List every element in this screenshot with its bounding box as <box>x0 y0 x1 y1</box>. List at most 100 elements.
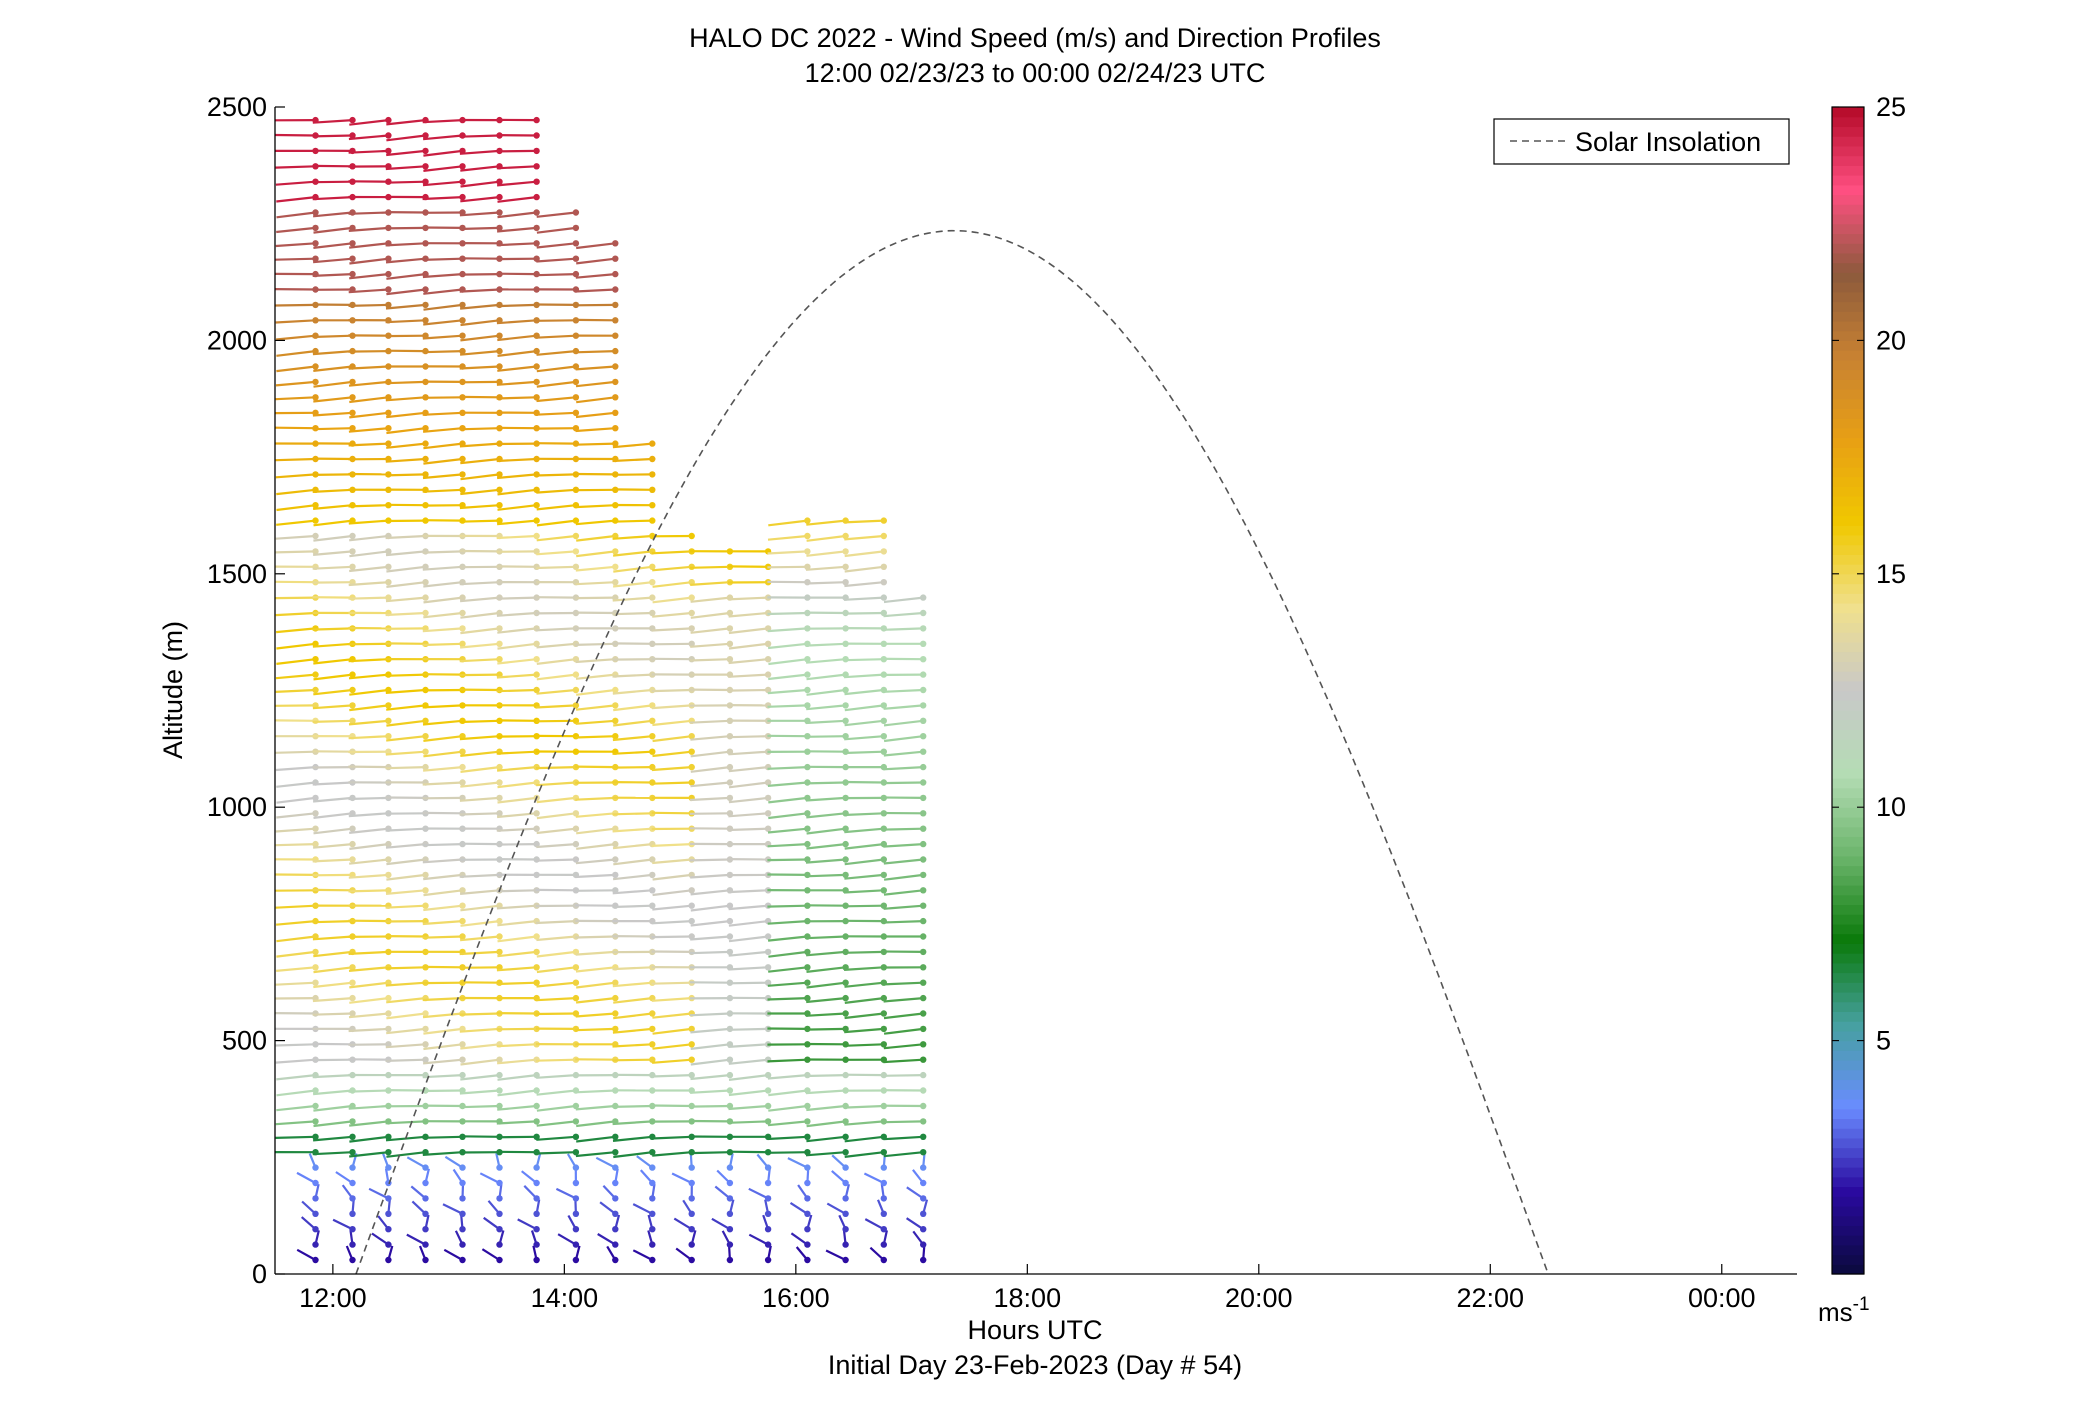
wind-barb-dot <box>349 840 356 848</box>
wind-barb-shaft <box>536 950 577 958</box>
wind-barb-dot <box>842 579 849 586</box>
wind-barb-shaft <box>690 596 731 603</box>
wind-barb-shaft <box>806 950 846 957</box>
wind-barb-dot <box>459 193 466 201</box>
wind-barb-dot <box>572 270 580 278</box>
wind-barb-shaft <box>728 935 769 943</box>
wind-barb-shaft <box>422 997 463 1002</box>
wind-barb-dot <box>572 255 580 262</box>
wind-barb-shaft <box>575 796 616 801</box>
wind-barb-dot <box>422 1010 429 1017</box>
wind-barb-shaft <box>612 966 653 971</box>
wind-barb-shaft <box>576 1120 616 1128</box>
wind-barb-shaft <box>496 889 537 893</box>
wind-barb-shaft <box>312 704 353 710</box>
wind-barb-dot <box>459 594 466 601</box>
wind-barb-shaft <box>312 119 353 124</box>
wind-barb-shaft <box>652 735 692 743</box>
wind-barb-shaft <box>348 303 389 307</box>
wind-barb-dot <box>649 1164 656 1171</box>
wind-barb-shaft <box>348 1027 389 1033</box>
wind-barb-shaft <box>443 1248 464 1261</box>
colorbar-segment <box>1832 379 1864 390</box>
colorbar-segment <box>1832 476 1864 487</box>
wind-barb-shaft <box>767 843 808 848</box>
wind-barb-shaft <box>767 766 808 770</box>
wind-barb-dot <box>804 563 811 570</box>
wind-barb-shaft <box>652 1043 692 1050</box>
wind-barb-shaft <box>690 1027 730 1034</box>
wind-barb-dot <box>842 1164 849 1171</box>
wind-barb-shaft <box>312 719 353 723</box>
wind-barb-dot <box>649 1149 656 1156</box>
x-tick-label: 18:00 <box>994 1283 1062 1313</box>
wind-barb-shaft <box>423 442 463 450</box>
wind-barb-dot <box>496 209 503 216</box>
wind-barb-dot <box>804 1195 811 1202</box>
wind-barb-dot <box>385 871 392 879</box>
wind-barb-shaft <box>883 1027 924 1035</box>
wind-barb-dot <box>349 702 356 709</box>
wind-barb-shaft <box>595 1156 616 1169</box>
wind-barb-shaft <box>459 1089 500 1095</box>
wind-barb-dot <box>612 347 619 355</box>
wind-barb-shaft <box>728 735 769 739</box>
x-tick-label: 00:00 <box>1688 1283 1756 1313</box>
wind-barb-dot <box>385 132 392 139</box>
wind-barb-shaft <box>385 889 426 895</box>
wind-barb-dot <box>764 1210 772 1218</box>
wind-barb-dot <box>804 1118 811 1125</box>
colorbar-frame <box>1831 106 1865 1275</box>
wind-barb-dot <box>726 1056 734 1063</box>
colorbar-segment <box>1832 466 1864 478</box>
wind-barb-dot <box>920 933 927 940</box>
colorbar-segment <box>1832 914 1864 925</box>
wind-barb-dot <box>459 902 466 909</box>
wind-barb-dot <box>459 1041 466 1048</box>
wind-barb-shaft <box>422 334 463 340</box>
wind-barb-dot <box>612 240 619 247</box>
wind-barb-dot <box>572 1226 580 1233</box>
wind-barb-dot <box>572 363 580 370</box>
y-tick-label: 2500 <box>207 92 267 122</box>
wind-barb-dot <box>349 270 356 278</box>
wind-barb-shaft <box>576 1135 616 1143</box>
wind-barb-shaft <box>276 350 316 357</box>
wind-barb-dot <box>533 1118 540 1125</box>
wind-barb-dot <box>422 132 429 139</box>
wind-barb-dot <box>533 686 540 694</box>
wind-barb-shaft <box>844 997 884 1004</box>
wind-barb-shaft <box>496 750 537 755</box>
y-tick-label: 1000 <box>207 792 267 822</box>
wind-barb-dot <box>842 548 849 555</box>
colorbar-segment <box>1832 1235 1864 1246</box>
colorbar-segment <box>1832 933 1864 944</box>
wind-barb-dot <box>920 717 927 724</box>
colorbar-segment <box>1832 447 1864 458</box>
wind-barb-shaft <box>728 1043 769 1048</box>
wind-barb-shaft <box>275 827 316 833</box>
wind-barb-dot <box>385 1256 392 1264</box>
wind-barb-dot <box>842 1133 849 1141</box>
wind-barb-shaft <box>497 350 537 357</box>
wind-barb-dot <box>385 286 392 293</box>
wind-barb-shaft <box>275 457 316 462</box>
wind-barb-shaft <box>843 658 884 662</box>
wind-barb-dot <box>422 301 429 309</box>
wind-barb-dot <box>804 548 811 555</box>
wind-barb-shaft <box>651 688 692 693</box>
wind-barb-shaft <box>690 904 731 912</box>
wind-barb-dot <box>649 440 656 447</box>
wind-barb-shaft <box>767 688 808 695</box>
wind-barb-shaft <box>612 534 653 540</box>
wind-barb-shaft <box>690 627 731 634</box>
wind-barb-dot <box>880 748 887 755</box>
wind-barb-dot <box>688 779 695 786</box>
wind-barb-shaft <box>728 1120 769 1124</box>
wind-barb-shaft <box>496 457 537 463</box>
wind-barb-shaft <box>422 473 463 480</box>
wind-barb-shaft <box>497 781 537 789</box>
wind-barb-shaft <box>612 611 653 616</box>
wind-barb-dot <box>496 1256 503 1264</box>
wind-barb-dot <box>312 840 319 848</box>
